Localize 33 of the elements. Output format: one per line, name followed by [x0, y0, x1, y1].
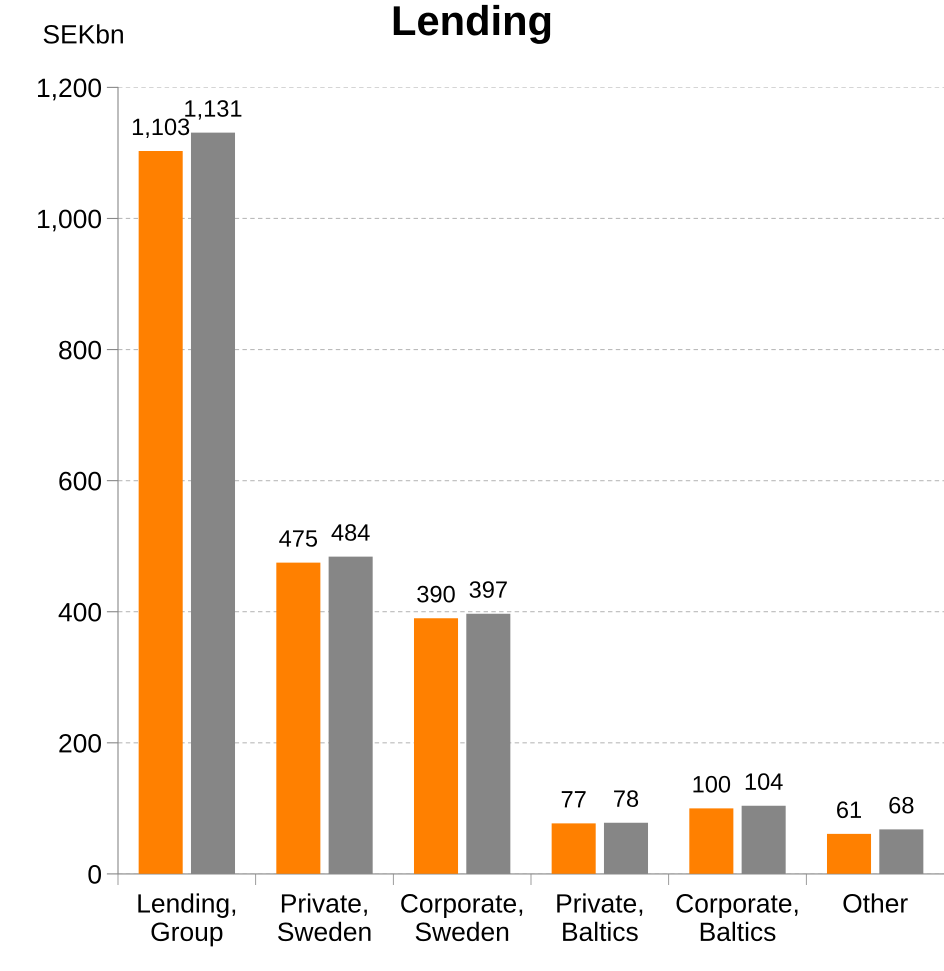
- bar: [689, 808, 734, 874]
- x-tick-label: Corporate, Sweden: [401, 894, 522, 942]
- data-label: 61: [837, 801, 861, 818]
- x-tick-label: Private, Sweden: [278, 893, 370, 942]
- x-tick-label: Corporate, Baltics: [676, 894, 798, 942]
- data-label: 1,103: [132, 118, 190, 138]
- bar: [138, 150, 183, 874]
- y-tick-label: 1,200: [38, 78, 101, 100]
- bar: [414, 618, 458, 874]
- data-label: 1,131: [185, 100, 242, 120]
- data-label: 390: [417, 586, 455, 603]
- chart-title: Lending: [394, 4, 550, 44]
- y-tick-label: 600: [59, 472, 101, 490]
- data-label: 484: [332, 524, 370, 541]
- y-tick-label: 800: [59, 340, 101, 360]
- data-label: 475: [279, 530, 318, 547]
- x-tick-label: Other: [843, 893, 908, 913]
- data-label: 77: [562, 791, 586, 808]
- data-label: 104: [746, 773, 783, 790]
- bar: [552, 823, 596, 874]
- x-tick-label: Private, Baltics: [557, 893, 642, 942]
- y-tick-label: 0: [88, 865, 101, 884]
- data-label: 78: [614, 790, 638, 807]
- data-label: 68: [889, 796, 914, 814]
- y-tick-label: 400: [58, 602, 101, 622]
- y-tick-label: 1,000: [38, 210, 101, 232]
- y-axis-title: SEKbn: [44, 24, 123, 44]
- y-tick-label: 200: [59, 734, 101, 753]
- bar: [276, 562, 320, 874]
- bar: [826, 834, 872, 874]
- data-label: 100: [693, 776, 730, 793]
- x-tick-label: Lending, Group: [138, 893, 236, 946]
- data-label: 397: [470, 581, 507, 598]
